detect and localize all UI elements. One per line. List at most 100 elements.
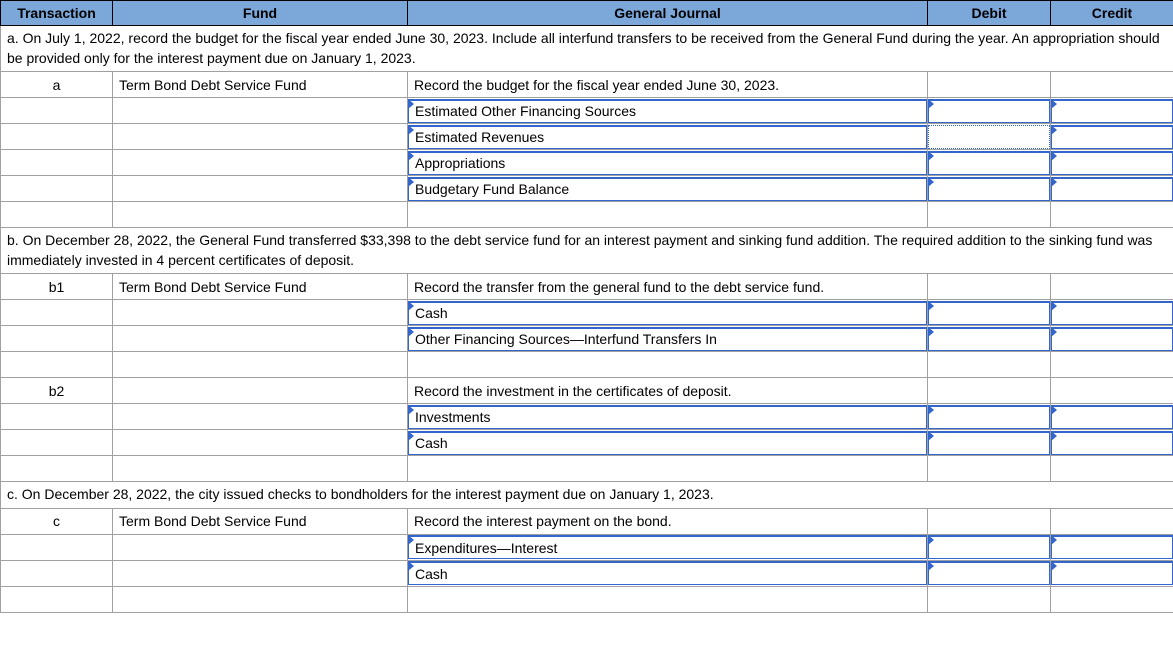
credit-input[interactable]	[1051, 404, 1173, 430]
debit-input[interactable]	[928, 404, 1051, 430]
journal-entry-row: Investments	[1, 404, 1173, 430]
debit-input[interactable]	[928, 560, 1051, 586]
debit-field[interactable]	[928, 151, 1050, 175]
journal-entry-row: Estimated Revenues	[1, 124, 1173, 150]
instruction-text: a. On July 1, 2022, record the budget fo…	[1, 26, 1173, 72]
debit-field[interactable]	[928, 301, 1050, 325]
fund-name	[113, 534, 408, 560]
debit-field[interactable]	[928, 99, 1050, 123]
debit-input[interactable]	[928, 300, 1051, 326]
journal-account-dropdown[interactable]: Expenditures—Interest	[408, 534, 928, 560]
debit-input[interactable]	[928, 124, 1051, 150]
transaction-id	[1, 98, 113, 124]
debit-input[interactable]	[928, 326, 1051, 352]
dropdown-marker-icon	[408, 301, 414, 311]
journal-account-field[interactable]: Appropriations	[408, 151, 927, 175]
credit-field[interactable]	[1051, 535, 1173, 559]
debit-input[interactable]	[928, 98, 1051, 124]
credit-input[interactable]	[1051, 98, 1173, 124]
debit-field[interactable]	[928, 535, 1050, 559]
journal-account-field[interactable]: Investments	[408, 405, 927, 429]
journal-account-label: Investments	[415, 409, 490, 425]
journal-account-dropdown[interactable]: Budgetary Fund Balance	[408, 176, 928, 202]
journal-entry-row: Cash	[1, 430, 1173, 456]
journal-entry-row: Cash	[1, 300, 1173, 326]
debit-field[interactable]	[928, 177, 1050, 201]
debit-field[interactable]	[928, 125, 1050, 149]
fund-name	[113, 176, 408, 202]
journal-account-dropdown[interactable]: Estimated Other Financing Sources	[408, 98, 928, 124]
credit-field[interactable]	[1051, 405, 1173, 429]
debit-cell	[928, 508, 1051, 534]
journal-entry-row	[1, 202, 1173, 228]
journal-account-dropdown[interactable]: Other Financing Sources—Interfund Transf…	[408, 326, 928, 352]
header-journal: General Journal	[408, 1, 928, 26]
journal-account-field[interactable]: Estimated Revenues	[408, 125, 927, 149]
journal-entry-row	[1, 352, 1173, 378]
debit-input[interactable]	[928, 534, 1051, 560]
journal-account-dropdown[interactable]: Estimated Revenues	[408, 124, 928, 150]
credit-input[interactable]	[1051, 150, 1173, 176]
journal-entry-row: Expenditures—Interest	[1, 534, 1173, 560]
debit-input[interactable]	[928, 430, 1051, 456]
transaction-id: b2	[1, 378, 113, 404]
credit-field[interactable]	[1051, 177, 1173, 201]
journal-account-field[interactable]: Expenditures—Interest	[408, 535, 927, 559]
credit-input[interactable]	[1051, 176, 1173, 202]
dropdown-marker-icon	[928, 301, 934, 311]
header-credit: Credit	[1051, 1, 1173, 26]
credit-field[interactable]	[1051, 327, 1173, 351]
credit-cell	[1051, 274, 1173, 300]
dropdown-marker-icon	[1051, 125, 1057, 135]
credit-cell	[1051, 378, 1173, 404]
dropdown-marker-icon	[408, 327, 414, 337]
debit-field[interactable]	[928, 405, 1050, 429]
journal-account-dropdown[interactable]: Cash	[408, 560, 928, 586]
credit-field[interactable]	[1051, 125, 1173, 149]
journal-account-field[interactable]: Other Financing Sources—Interfund Transf…	[408, 327, 927, 351]
dropdown-marker-icon	[928, 431, 934, 441]
journal-account-label: Cash	[415, 435, 448, 451]
credit-field[interactable]	[1051, 301, 1173, 325]
dropdown-marker-icon	[1051, 431, 1057, 441]
fund-name: Term Bond Debt Service Fund	[113, 274, 408, 300]
journal-account-dropdown[interactable]: Investments	[408, 404, 928, 430]
header-debit: Debit	[928, 1, 1051, 26]
debit-field[interactable]	[928, 327, 1050, 351]
journal-account-field[interactable]: Budgetary Fund Balance	[408, 177, 927, 201]
transaction-id: c	[1, 508, 113, 534]
journal-account-field[interactable]: Estimated Other Financing Sources	[408, 99, 927, 123]
fund-name	[113, 150, 408, 176]
debit-field[interactable]	[928, 431, 1050, 455]
debit-cell	[928, 352, 1051, 378]
journal-account-dropdown[interactable]: Appropriations	[408, 150, 928, 176]
credit-field[interactable]	[1051, 99, 1173, 123]
journal-account-dropdown[interactable]: Cash	[408, 430, 928, 456]
dropdown-marker-icon	[1051, 561, 1057, 571]
transaction-id	[1, 352, 113, 378]
fund-name	[113, 378, 408, 404]
journal-account-field[interactable]: Cash	[408, 561, 927, 585]
transaction-id	[1, 430, 113, 456]
transaction-id	[1, 586, 113, 612]
credit-input[interactable]	[1051, 534, 1173, 560]
journal-account-dropdown[interactable]: Cash	[408, 300, 928, 326]
credit-input[interactable]	[1051, 430, 1173, 456]
journal-description	[408, 352, 928, 378]
credit-input[interactable]	[1051, 560, 1173, 586]
credit-input[interactable]	[1051, 300, 1173, 326]
credit-input[interactable]	[1051, 124, 1173, 150]
debit-field[interactable]	[928, 561, 1050, 585]
journal-description: Record the investment in the certificate…	[408, 378, 928, 404]
credit-input[interactable]	[1051, 326, 1173, 352]
journal-account-field[interactable]: Cash	[408, 301, 927, 325]
credit-field[interactable]	[1051, 431, 1173, 455]
journal-description	[408, 456, 928, 482]
credit-field[interactable]	[1051, 151, 1173, 175]
debit-input[interactable]	[928, 176, 1051, 202]
debit-input[interactable]	[928, 150, 1051, 176]
debit-cell	[928, 72, 1051, 98]
credit-field[interactable]	[1051, 561, 1173, 585]
transaction-id	[1, 150, 113, 176]
journal-account-field[interactable]: Cash	[408, 431, 927, 455]
